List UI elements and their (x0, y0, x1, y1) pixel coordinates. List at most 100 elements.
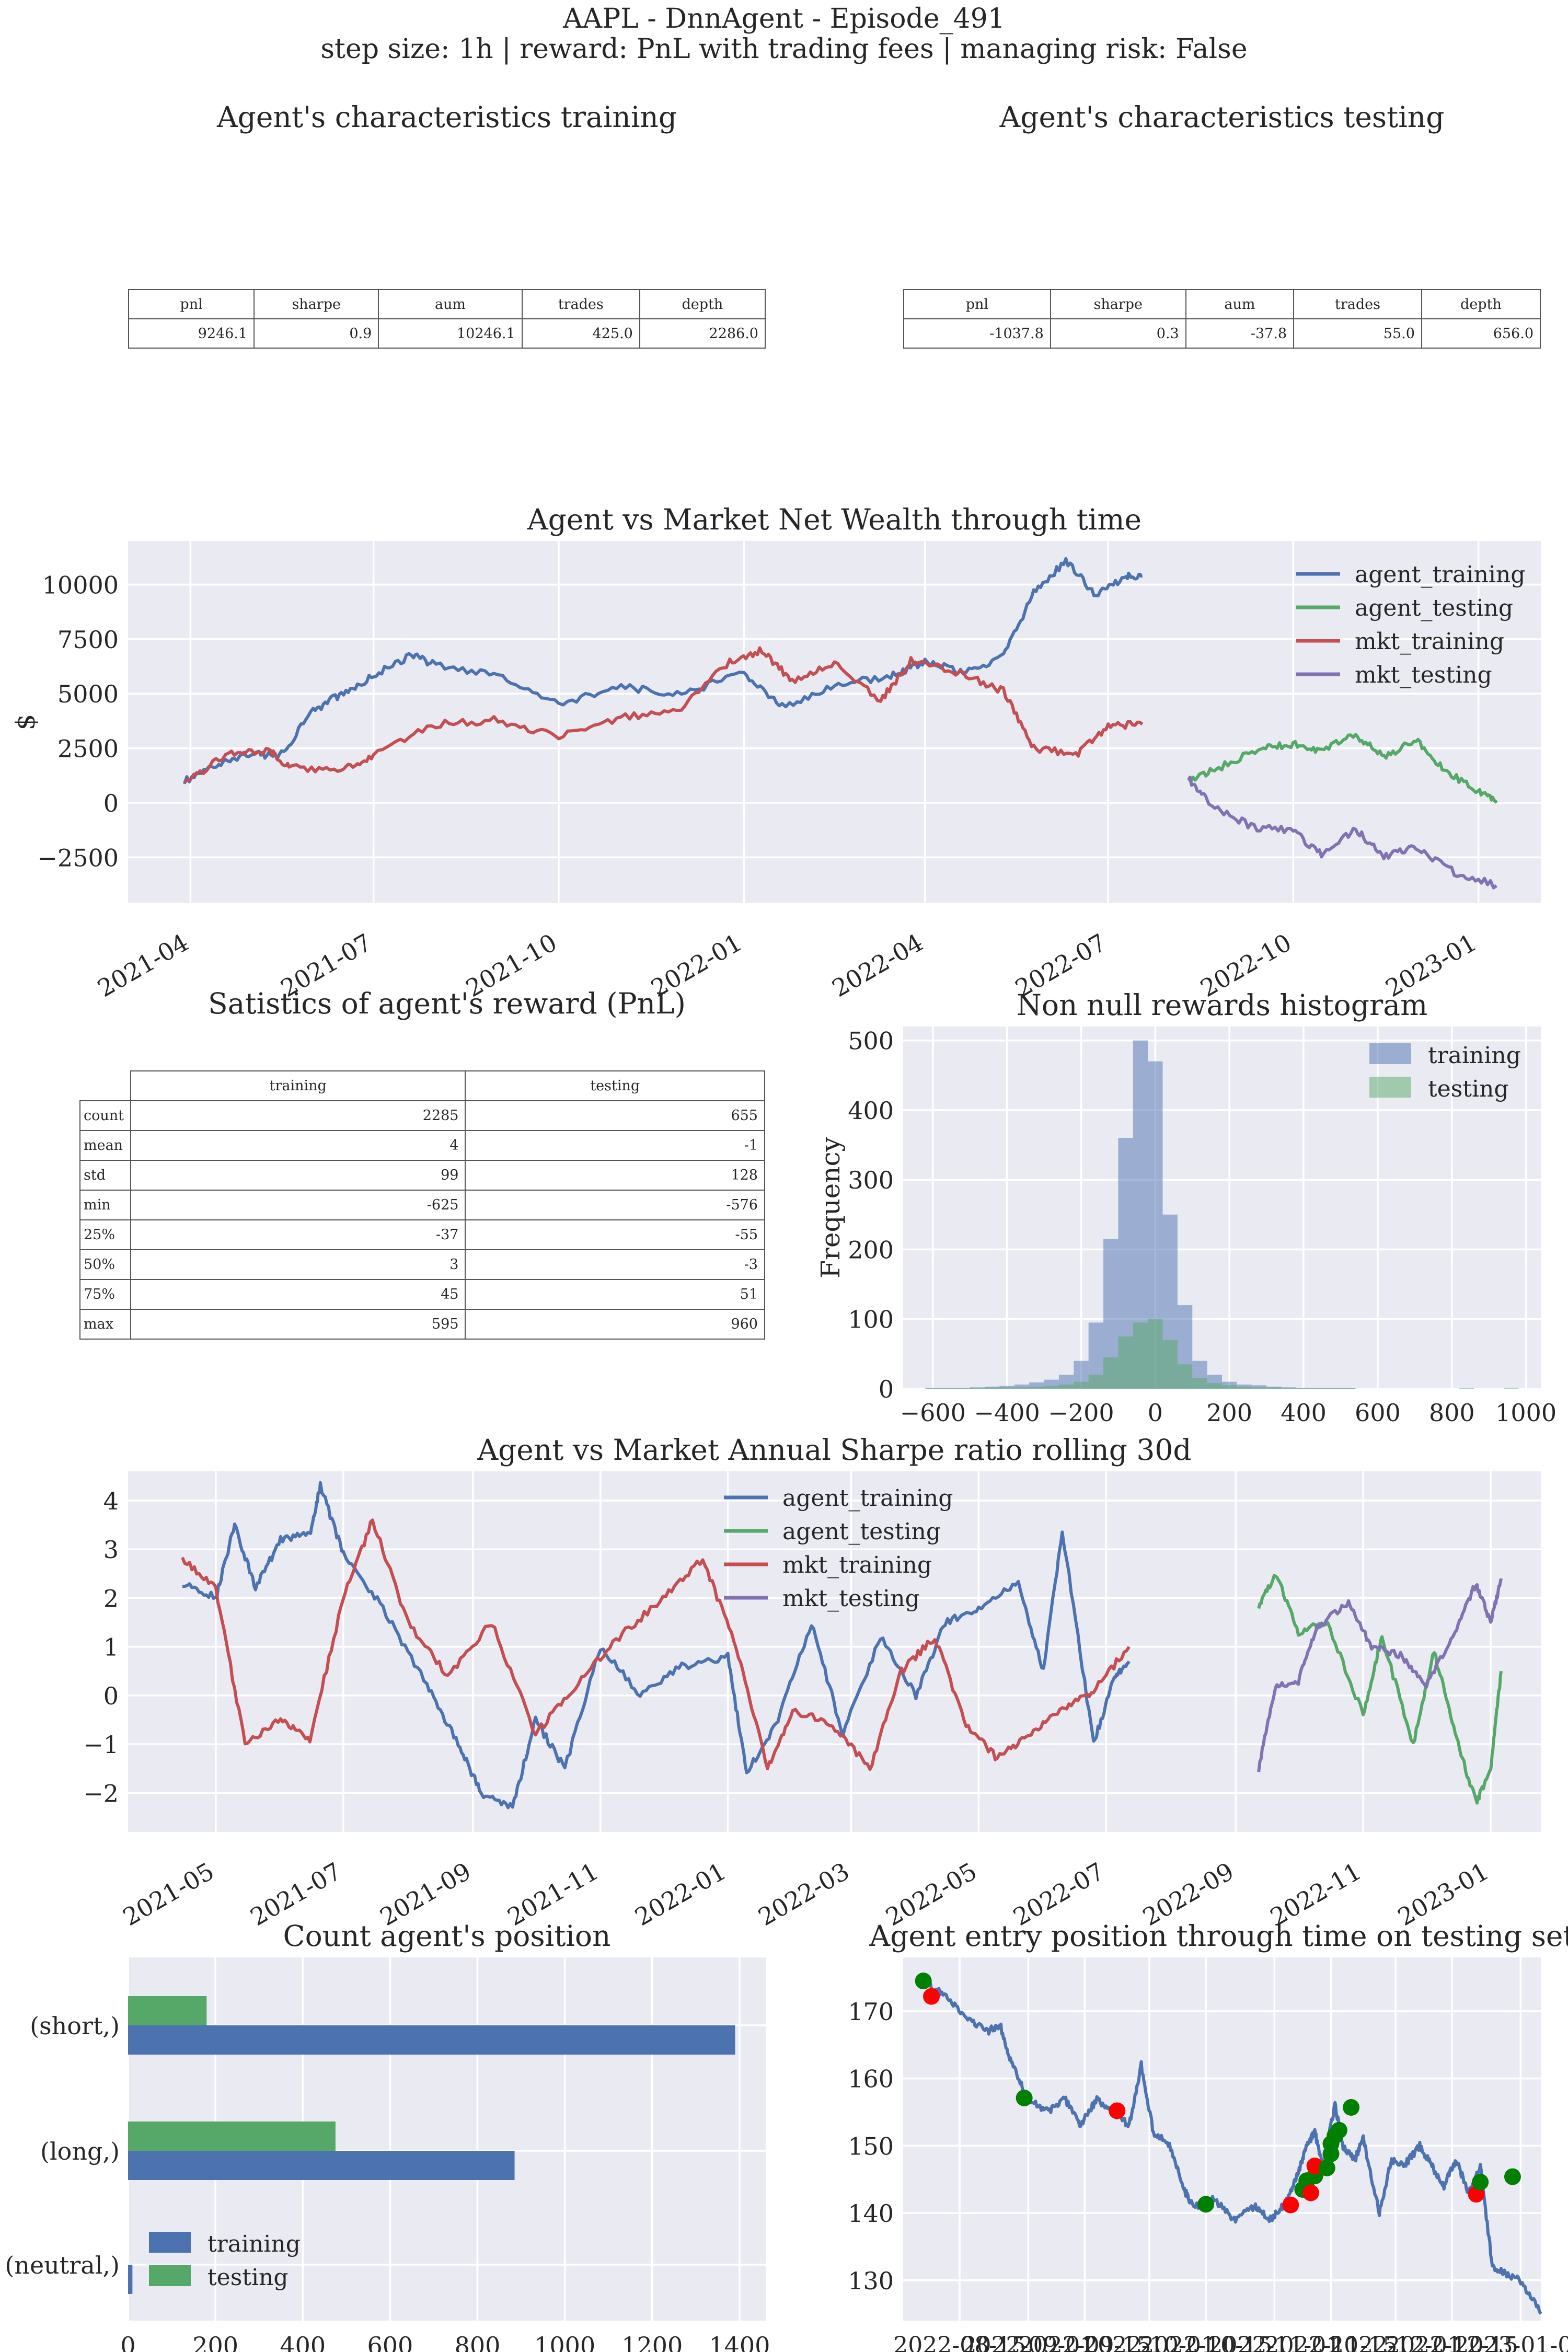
row-label: 75% (79, 1279, 132, 1310)
table-cell: -37 (130, 1219, 466, 1250)
table-cell: -55 (465, 1219, 765, 1250)
positions-legend-label: training (207, 2231, 301, 2257)
table-cell: 3 (130, 1249, 466, 1280)
entries-x-tick-label: 2022-10-01 (1083, 2332, 1216, 2352)
histogram-bar-testing (1340, 1388, 1356, 1389)
histogram-bar-testing (1044, 1386, 1059, 1389)
histogram-bar-testing (1148, 1319, 1163, 1389)
positions-bar-testing (128, 2122, 336, 2151)
histogram-x-tick-label: −400 (974, 1399, 1040, 1427)
histogram-bar-testing (1058, 1385, 1074, 1389)
table-cell: 656.0 (1421, 318, 1541, 349)
table-row: mean 4 -1 (79, 1130, 765, 1161)
table-header: sharpe (1050, 289, 1186, 319)
table-row: 50% 3 -3 (79, 1249, 765, 1280)
row-label: max (79, 1309, 132, 1340)
entries-y-tick-label: 170 (848, 1998, 894, 2026)
row-label: 50% (79, 1249, 132, 1280)
reward-stats-title: Satistics of agent's reward (PnL) (208, 987, 686, 1020)
histogram-bar-testing (970, 1388, 985, 1389)
positions-x-tick-label: 0 (120, 2332, 135, 2352)
sharpe-y-tick-label: 4 (103, 1487, 119, 1515)
positions-bar-training (128, 2265, 133, 2294)
row-label: min (79, 1190, 132, 1220)
histogram-y-tick-label: 400 (848, 1097, 894, 1125)
histogram-bar-testing (1237, 1387, 1252, 1389)
histogram-y-axis-label: Frequency (815, 1137, 846, 1278)
entries-x-tick-label: 2022-11-15 (1265, 2332, 1398, 2352)
sharpe-y-tick-label: 3 (103, 1536, 119, 1564)
sharpe-series-agent_testing (1257, 1574, 1503, 1805)
table-header: depth (1421, 289, 1541, 319)
table-header: trades (521, 289, 640, 319)
wealth-x-tick-label: 2021-10 (461, 928, 562, 1002)
positions-legend-swatch (149, 2265, 191, 2286)
wealth-legend-label: mkt_training (1355, 628, 1504, 655)
table-header: aum (1185, 289, 1295, 319)
histogram-bar-training (1029, 1382, 1044, 1389)
wealth-x-tick-label: 2022-01 (646, 928, 747, 1002)
wealth-y-tick-label: 10000 (42, 571, 119, 599)
sharpe-legend-label: agent_training (782, 1485, 953, 1512)
reward-stats-table: training testing count 2285 655 mean 4 -1 std 9… (79, 1070, 765, 1340)
sharpe-y-tick-label: 0 (103, 1682, 119, 1710)
entries-long-marker (1197, 2196, 1215, 2213)
sharpe-y-tick-label: 1 (103, 1633, 119, 1662)
histogram-y-tick-label: 300 (848, 1166, 894, 1194)
histogram-y-tick-label: 0 (879, 1375, 894, 1403)
entries-long-marker (1343, 2099, 1360, 2116)
wealth-series-mkt_testing (1187, 776, 1498, 890)
positions-bar-training (128, 2025, 735, 2055)
table-cell: 51 (465, 1279, 765, 1310)
entries-y-tick-label: 130 (848, 2267, 894, 2295)
entries-x-tick-label: 2023-01-01 (1455, 2332, 1568, 2352)
table-cell: 9246.1 (128, 318, 255, 349)
histogram-bar-testing (1325, 1388, 1341, 1389)
histogram-bar-testing (1281, 1388, 1296, 1389)
sharpe-series-mkt_training (181, 1518, 1131, 1771)
sharpe-legend-label: mkt_testing (782, 1585, 920, 1612)
table-cell: 655 (465, 1100, 765, 1131)
suptitle-line2: step size: 1h | reward: PnL with trading… (320, 33, 1248, 65)
reward-stats-body: count 2285 655 mean 4 -1 std 99 128 min -625 -576 25… (79, 1100, 765, 1340)
histogram-bar-testing (1029, 1387, 1044, 1389)
entries-background (903, 1957, 1541, 2321)
entries-short-marker (1109, 2102, 1126, 2119)
histogram-bar-testing (1192, 1378, 1207, 1389)
sharpe-x-tick-label: 2022-03 (753, 1857, 854, 1931)
sharpe-x-tick-label: 2022-01 (630, 1857, 731, 1931)
row-label: count (79, 1100, 132, 1131)
positions-category-label: (short,) (30, 2012, 120, 2040)
positions-bar-training (128, 2151, 515, 2180)
table-cell: 55.0 (1293, 318, 1422, 349)
entries-y-tick-label: 150 (848, 2132, 894, 2160)
histogram-x-tick-label: 1000 (1495, 1399, 1557, 1427)
histogram-bar-testing (1074, 1381, 1089, 1389)
wealth-x-tick-label: 2022-04 (827, 928, 928, 1002)
histogram-bar-testing (1311, 1388, 1326, 1389)
training-characteristics-table: pnl sharpe aum trades depth 9246.1 0.9 1… (128, 289, 766, 349)
positions-x-tick-label: 1400 (709, 2332, 770, 2352)
positions-title: Count agent's position (283, 1919, 611, 1953)
histogram-y-tick-label: 500 (848, 1027, 894, 1055)
histogram-legend-swatch (1369, 1043, 1411, 1064)
positions-x-tick-label: 1000 (534, 2332, 595, 2352)
entries-x-tick-label: 2022-10-15 (1139, 2332, 1272, 2352)
wealth-y-tick-label: 5000 (57, 680, 119, 708)
histogram-legend-label: training (1428, 1042, 1521, 1069)
table-row: count 2285 655 (79, 1100, 765, 1131)
positions-x-tick-label: 800 (455, 2332, 501, 2352)
histogram-title: Non null rewards histogram (1017, 988, 1427, 1022)
positions-x-tick-label: 1200 (621, 2332, 683, 2352)
histogram-bar-testing (999, 1387, 1014, 1389)
row-label: mean (79, 1130, 132, 1161)
histogram-background (903, 1027, 1541, 1389)
histogram-x-tick-label: 200 (1206, 1399, 1252, 1427)
row-label: 25% (79, 1219, 132, 1250)
sharpe-background (128, 1471, 1541, 1832)
table-header: pnl (128, 289, 255, 319)
table-cell: 99 (130, 1160, 466, 1191)
wealth-x-tick-label: 2021-04 (93, 928, 193, 1002)
histogram-y-tick-label: 200 (848, 1236, 894, 1264)
